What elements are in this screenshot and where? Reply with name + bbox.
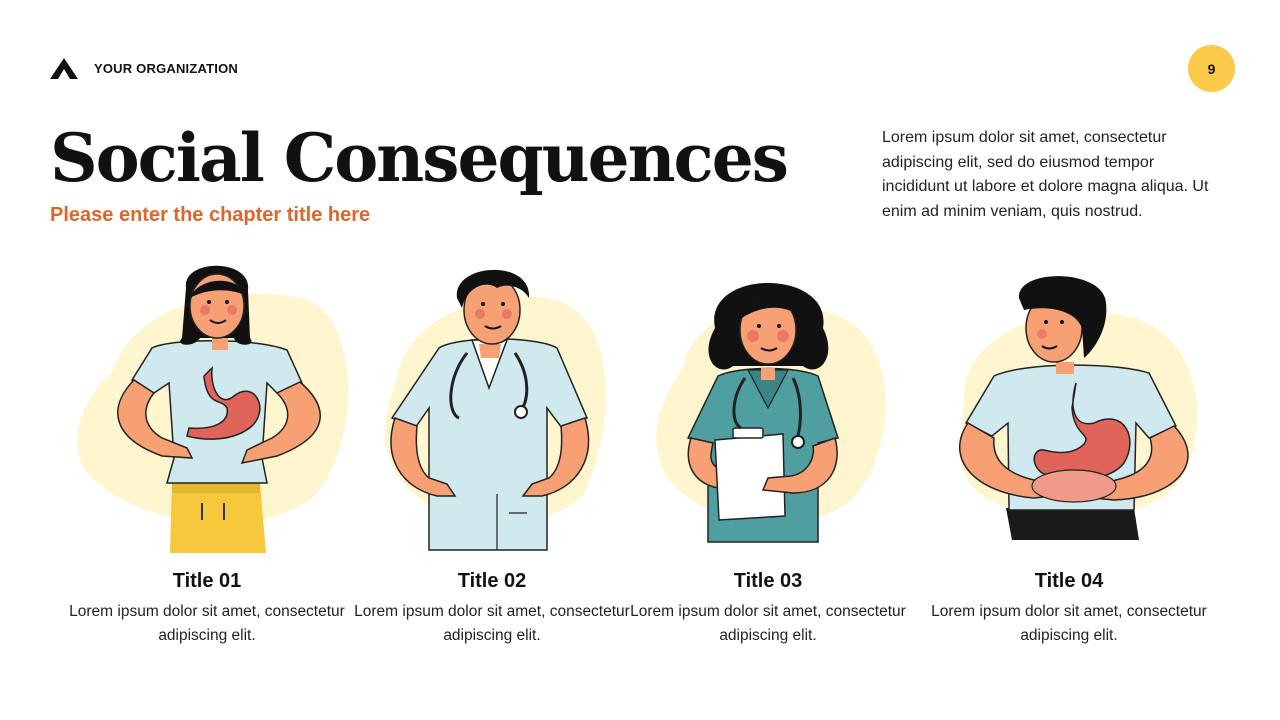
card-title: Title 01 [172, 570, 242, 592]
card-text: Lorem ipsum dolor sit amet, consectetur … [69, 603, 345, 644]
card-3: Title 03 Lorem ipsum dolor sit amet, con… [623, 258, 913, 658]
organization-header: YOUR ORGANIZATION [48, 56, 238, 80]
card-text: Lorem ipsum dolor sit amet, consectetur … [354, 603, 630, 644]
card-4: Title 04 Lorem ipsum dolor sit amet, con… [924, 258, 1214, 658]
page-number-badge: 9 [1188, 45, 1235, 92]
card-title: Title 02 [457, 570, 527, 592]
female-doctor-clipboard-icon [656, 283, 886, 543]
organization-name: YOUR ORGANIZATION [94, 60, 238, 76]
card-1: Title 01 Lorem ipsum dolor sit amet, con… [62, 258, 352, 658]
male-doctor-stethoscope-icon [385, 269, 607, 551]
card-title: Title 04 [1034, 570, 1104, 592]
page-number: 9 [1207, 60, 1216, 77]
chapter-subtitle: Please enter the chapter title here [50, 204, 371, 226]
card-text: Lorem ipsum dolor sit amet, consectetur … [630, 603, 906, 644]
woman-stomach-ache-icon [77, 265, 349, 553]
card-text: Lorem ipsum dolor sit amet, consectetur … [931, 603, 1207, 644]
man-digestive-system-icon [958, 276, 1198, 540]
intro-paragraph: Lorem ipsum dolor sit amet, consectetur … [882, 129, 1209, 220]
card-title: Title 03 [733, 570, 803, 592]
page-title: Social Consequences [50, 119, 789, 197]
triangle-logo-icon [50, 58, 78, 79]
card-2: Title 02 Lorem ipsum dolor sit amet, con… [347, 258, 637, 658]
